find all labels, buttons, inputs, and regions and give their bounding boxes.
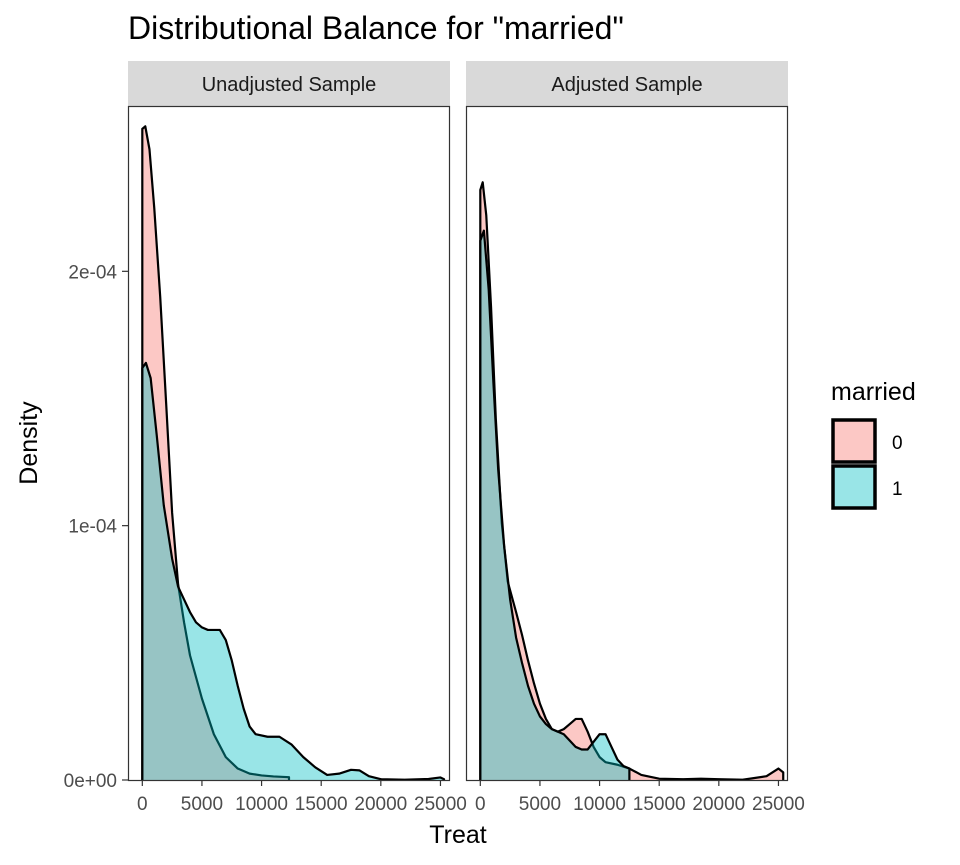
- x-tick-label: 0: [475, 794, 486, 815]
- y-tick-label: 1e-04: [68, 517, 117, 538]
- x-tick-label: 10000: [235, 794, 288, 815]
- x-tick-label: 5000: [519, 794, 561, 815]
- x-tick-label: 25000: [414, 794, 467, 815]
- panel-strip-label-unadjusted: Unadjusted Sample: [202, 74, 377, 96]
- x-tick-label: 10000: [573, 794, 626, 815]
- x-tick-label: 20000: [354, 794, 407, 815]
- density-area-married-1: [141, 361, 446, 781]
- panel-strip-unadjusted: [128, 61, 450, 106]
- legend-title: married: [831, 378, 916, 406]
- x-axis-unadjusted: 0 5000 10000 15000 20000 25000: [137, 780, 467, 815]
- x-tick-label: 20000: [692, 794, 745, 815]
- x-tick-label: 15000: [295, 794, 348, 815]
- panel-strip-adjusted: [466, 61, 788, 106]
- panel-strip-label-adjusted: Adjusted Sample: [551, 74, 702, 96]
- legend-key-1: [831, 464, 877, 510]
- x-tick-label: 0: [137, 794, 148, 815]
- x-axis-adjusted: 0 5000 10000 15000 20000 25000: [475, 780, 805, 815]
- x-tick-label: 25000: [752, 794, 805, 815]
- x-axis-title: Treat: [429, 821, 486, 849]
- legend-key-0: [831, 418, 877, 464]
- panel-adjusted-sample: [479, 181, 785, 781]
- panel-border-unadjusted: [127, 105, 451, 782]
- x-tick-label: 5000: [181, 794, 223, 815]
- legend: married 0 1: [831, 378, 916, 510]
- y-tick-label: 2e-04: [68, 262, 117, 283]
- x-tick-label: 15000: [633, 794, 686, 815]
- chart-title: Distributional Balance for "married": [128, 10, 624, 46]
- y-axis: 0e+00 1e-04 2e-04: [64, 262, 128, 792]
- density-area-married-0: [141, 125, 291, 780]
- panel-unadjusted-sample: [141, 125, 446, 781]
- panel-border-adjusted: [465, 105, 789, 782]
- y-tick-label: 0e+00: [64, 771, 117, 792]
- legend-label-0: 0: [892, 433, 903, 454]
- legend-label-1: 1: [892, 479, 903, 500]
- y-axis-title: Density: [15, 401, 43, 485]
- density-area-married-1: [479, 229, 631, 780]
